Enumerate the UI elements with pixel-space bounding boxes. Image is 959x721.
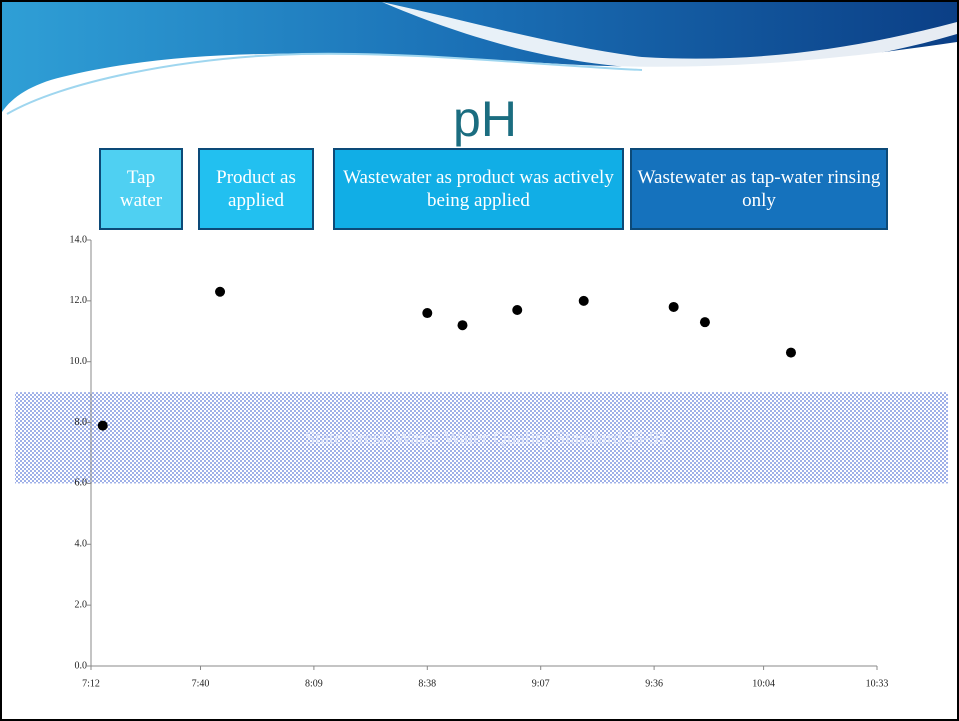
x-tick-label: 9:36 xyxy=(645,678,663,689)
data-point xyxy=(786,348,796,358)
chart: pH State Fresh Water Water Quality Stand… xyxy=(2,2,957,719)
y-tick-label: 0.0 xyxy=(75,660,88,671)
data-point xyxy=(512,305,522,315)
chart-title: pH xyxy=(453,91,517,147)
data-point xyxy=(422,308,432,318)
data-point xyxy=(457,320,467,330)
x-tick-label: 7:12 xyxy=(82,678,100,689)
annotation-box: Tap water xyxy=(99,148,183,230)
y-tick-label: 12.0 xyxy=(70,295,88,306)
data-point xyxy=(98,421,108,431)
y-tick-label: 6.0 xyxy=(75,478,88,489)
data-point xyxy=(215,287,225,297)
y-tick-label: 2.0 xyxy=(75,599,88,610)
data-point xyxy=(700,317,710,327)
x-tick-label: 9:07 xyxy=(532,678,550,689)
y-tick-label: 10.0 xyxy=(70,356,88,367)
x-tick-label: 10:33 xyxy=(866,678,889,689)
data-point xyxy=(669,302,679,312)
y-tick-label: 8.0 xyxy=(75,417,88,428)
x-tick-label: 8:38 xyxy=(418,678,436,689)
y-tick-label: 14.0 xyxy=(70,234,88,245)
annotation-box: Product as applied xyxy=(198,148,314,230)
annotation-box: Wastewater as product was actively being… xyxy=(333,148,624,230)
x-tick-label: 10:04 xyxy=(752,678,775,689)
x-tick-label: 7:40 xyxy=(192,678,210,689)
band-label: State Fresh Water Water Quality Standard… xyxy=(305,428,665,449)
plot-area: State Fresh Water Water Quality Standard… xyxy=(15,234,948,689)
page: pH State Fresh Water Water Quality Stand… xyxy=(0,0,959,721)
annotation-box: Wastewater as tap-water rinsing only xyxy=(630,148,888,230)
slide: pH State Fresh Water Water Quality Stand… xyxy=(2,2,957,719)
x-tick-label: 8:09 xyxy=(305,678,323,689)
y-tick-label: 4.0 xyxy=(75,539,88,550)
data-point xyxy=(579,296,589,306)
